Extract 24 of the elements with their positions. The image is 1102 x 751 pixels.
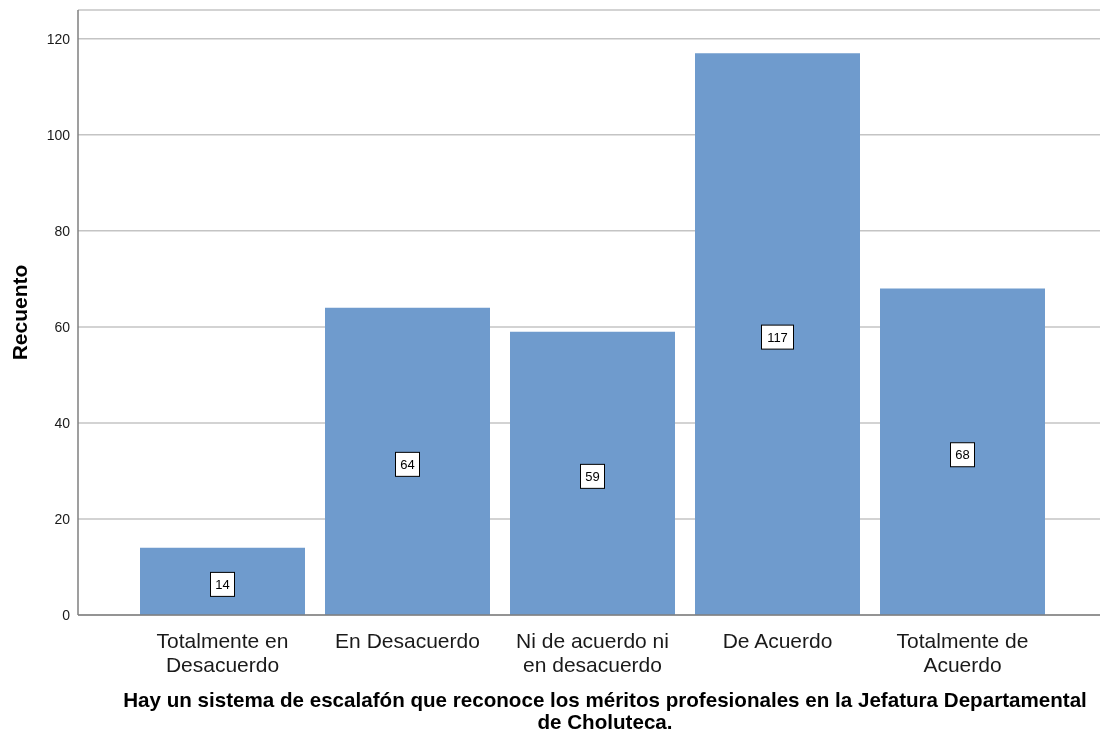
data-label: 68	[955, 447, 970, 463]
data-label: 14	[215, 576, 230, 592]
y-tick-label: 120	[46, 30, 71, 47]
x-tick-label: En Desacuerdo	[335, 628, 480, 652]
x-tick-label: Ni de acuerdo ni en desacuerdo	[516, 628, 669, 676]
x-axis-title: Hay un sistema de escalafón que reconoce los méritos profesionales en la Jefatura Departamental de Choluteca.	[122, 687, 1088, 733]
y-tick-label: 0	[62, 606, 71, 623]
bar	[140, 547, 305, 615]
bar	[510, 331, 675, 615]
bar	[880, 288, 1045, 615]
data-label: 59	[585, 468, 600, 484]
x-tick-label: De Acuerdo	[722, 628, 833, 652]
y-tick-label: 20	[54, 510, 71, 527]
bar	[325, 307, 490, 615]
y-tick-label: 100	[46, 126, 71, 143]
data-label: 117	[767, 329, 788, 345]
y-tick-label: 60	[54, 318, 71, 335]
x-tick-label: Totalmente en Desacuerdo	[156, 628, 289, 676]
bar	[695, 53, 860, 615]
y-tick-label: 80	[54, 222, 71, 239]
data-label: 64	[400, 456, 415, 472]
x-tick-label: Totalmente de Acuerdo	[896, 628, 1029, 676]
y-axis-title: Recuento	[7, 264, 31, 361]
y-tick-label: 40	[54, 414, 71, 431]
